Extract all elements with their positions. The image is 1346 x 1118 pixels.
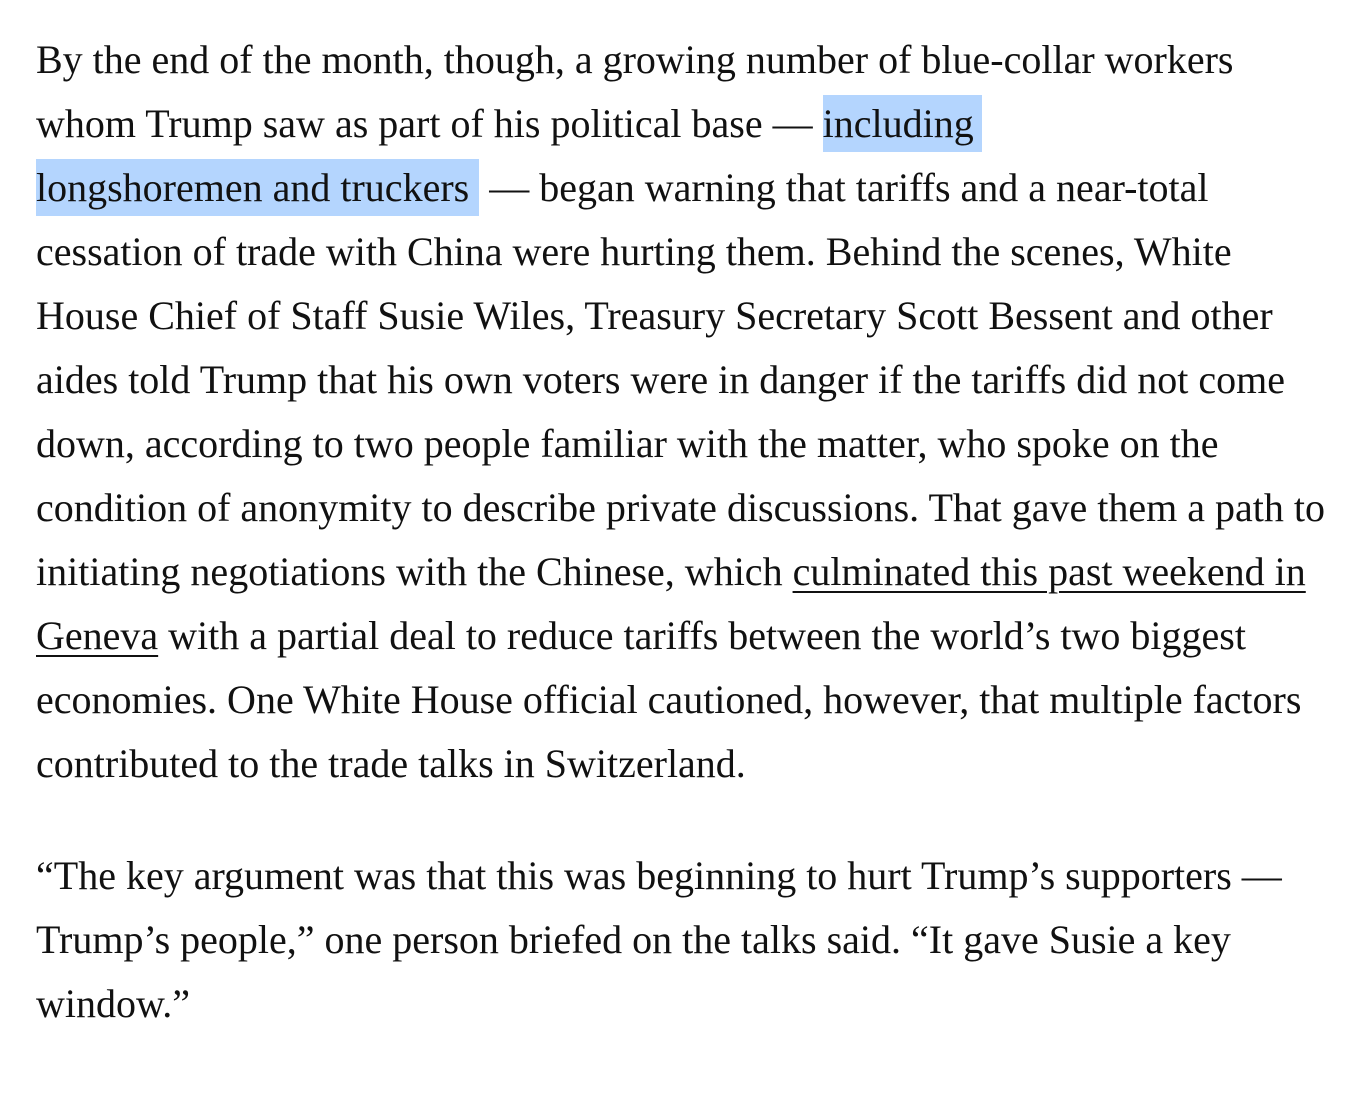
paragraph-text: — began warning that tariffs and a near-… — [36, 165, 1325, 594]
paragraph-text: By the end of the month, though, a growi… — [36, 37, 1234, 146]
article-quote-paragraph[interactable]: “The key argument was that this was begi… — [36, 853, 1282, 1026]
article-body: By the end of the month, though, a growi… — [36, 28, 1326, 1084]
selected-text-highlight-continued[interactable]: longshoremen and truckers — [36, 159, 480, 216]
article-paragraph[interactable]: By the end of the month, though, a growi… — [36, 28, 1326, 796]
paragraph-text: with a partial deal to reduce tariffs be… — [36, 613, 1302, 786]
geneva-article-link[interactable]: culminated this past weekend in Geneva — [36, 549, 1306, 658]
selected-text-highlight[interactable]: including — [822, 95, 982, 152]
